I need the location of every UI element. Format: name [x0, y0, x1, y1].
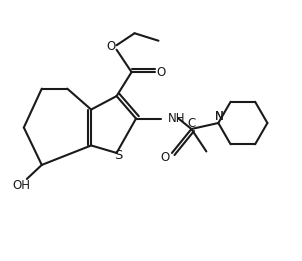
Text: C: C — [187, 117, 195, 130]
Text: O: O — [157, 66, 166, 79]
Text: N: N — [214, 110, 223, 123]
Text: O: O — [161, 151, 170, 164]
Text: OH: OH — [12, 179, 31, 192]
Text: S: S — [114, 150, 122, 162]
Text: NH: NH — [168, 112, 186, 125]
Text: O: O — [106, 40, 115, 53]
Text: N: N — [214, 110, 223, 123]
